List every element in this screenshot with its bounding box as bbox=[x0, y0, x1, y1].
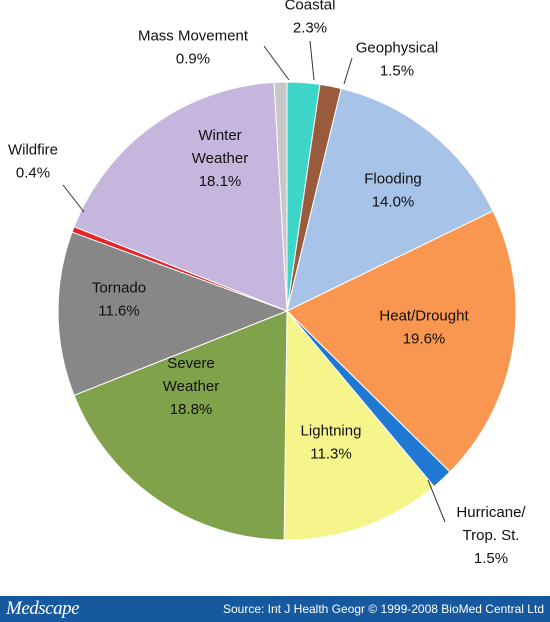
pie-slice-flooding bbox=[286, 87, 494, 312]
slice-label-hurricane: Hurricane/Trop. St. 1.5% bbox=[456, 504, 526, 567]
source-credit: Source: Int J Health Geogr © 1999-2008 B… bbox=[222, 602, 544, 616]
slice-label-mass-movement: Mass Movement 0.9% bbox=[138, 28, 249, 68]
pie-slice-mass-movement bbox=[273, 81, 288, 312]
slice-label-tornado: Tornado 11.6% bbox=[92, 280, 146, 320]
slice-label-coastal: Coastal 2.3% bbox=[285, 0, 336, 37]
pie-slice-winter-weather bbox=[73, 81, 288, 312]
pie-slice-lightning bbox=[283, 309, 435, 541]
pie-slice-severe-weather bbox=[73, 310, 288, 541]
slice-label-geophysical: Geophysical 1.5% bbox=[356, 40, 439, 80]
slice-label-winter-weather: Winter Weather 18.1% bbox=[192, 127, 248, 190]
pie-chart: Coastal 2.3% Geophysical 1.5% Flooding 14.0% H… bbox=[8, 0, 526, 567]
leader-line-coastal bbox=[309, 40, 315, 81]
slice-label-lightning: Lightning 11.3% bbox=[301, 423, 362, 463]
slice-label-heat-drought: Heat/Drought 19.6% bbox=[379, 308, 469, 348]
footer-bar: Medscape Source: Int J Health Geogr © 19… bbox=[0, 596, 550, 622]
slice-label-severe-weather: Severe Weather 18.8% bbox=[163, 355, 219, 418]
slice-label-wildfire: Wildfire 0.4% bbox=[8, 142, 58, 182]
slice-label-flooding: Flooding 14.0% bbox=[364, 171, 422, 211]
leader-line-geophysical bbox=[343, 57, 353, 85]
pie-slice-heat-drought bbox=[286, 210, 517, 473]
pie-slice-tornado bbox=[57, 231, 289, 396]
leader-line-wildfire bbox=[62, 184, 85, 213]
leader-line-hurricane bbox=[427, 479, 446, 523]
leader-line-mass-movement bbox=[263, 45, 290, 81]
medscape-logo: Medscape bbox=[6, 598, 80, 619]
